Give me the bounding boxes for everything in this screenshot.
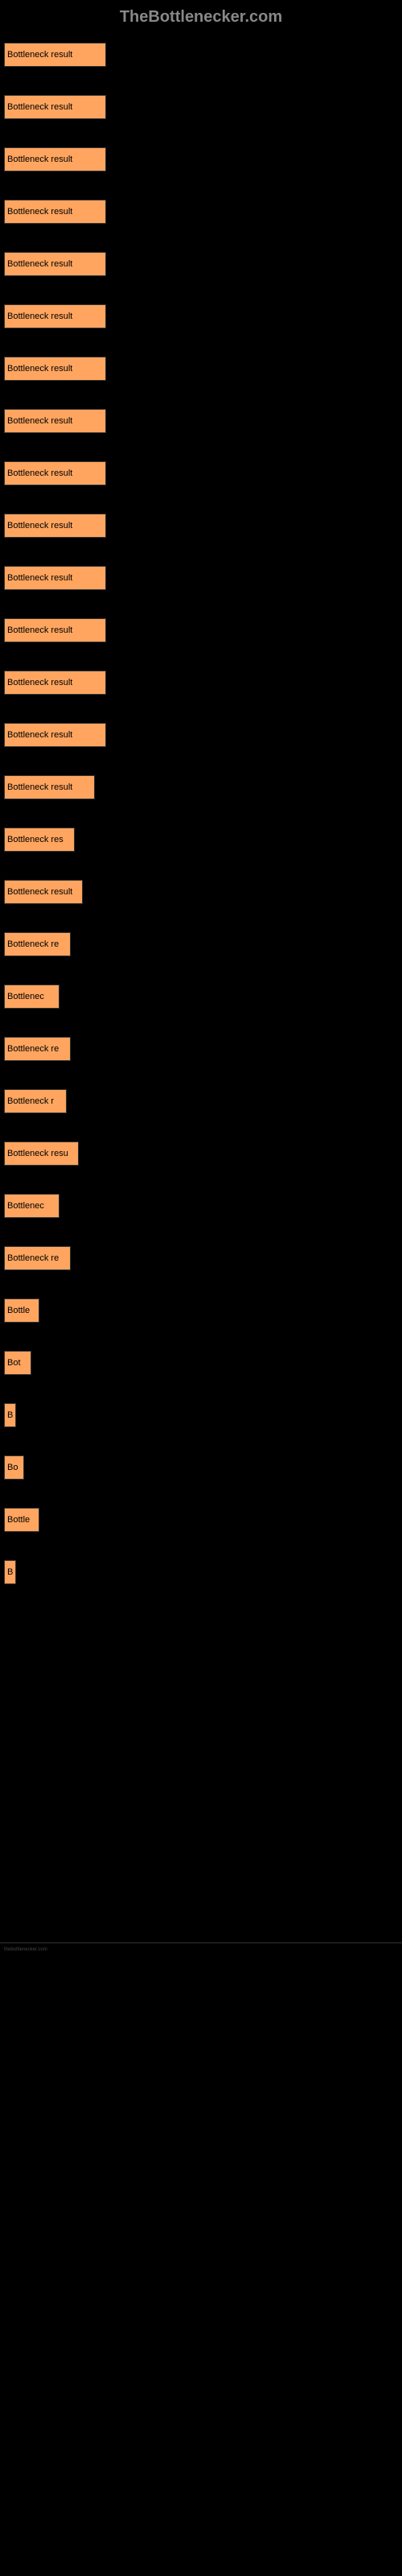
bar-label: Bottleneck result bbox=[7, 573, 72, 583]
bar-label: Bottleneck result bbox=[7, 50, 72, 60]
bar-label: Bottleneck result bbox=[7, 102, 72, 112]
bar-label: Bot bbox=[7, 1358, 21, 1368]
bar-row: Bottleneck result bbox=[4, 252, 398, 276]
bar: Bottleneck result bbox=[4, 671, 106, 695]
bar-label: B bbox=[7, 1410, 13, 1420]
bar: Bottle bbox=[4, 1298, 39, 1323]
bar-row: Bottleneck result bbox=[4, 95, 398, 119]
bar-label: Bottleneck result bbox=[7, 678, 72, 687]
bar-label: Bottleneck re bbox=[7, 1253, 59, 1263]
bar: Bottleneck re bbox=[4, 1037, 71, 1061]
bar: Bottleneck re bbox=[4, 932, 71, 956]
bar-row: Bottleneck result bbox=[4, 880, 398, 904]
bar: Bottleneck result bbox=[4, 514, 106, 538]
bar: Bottleneck result bbox=[4, 880, 83, 904]
bar-label: Bottleneck result bbox=[7, 364, 72, 374]
footer-text: thebottlenecker.com bbox=[0, 1943, 402, 1956]
bar: Bottleneck result bbox=[4, 304, 106, 328]
bar-row: Bo bbox=[4, 1455, 398, 1480]
bar-label: Bottlenec bbox=[7, 992, 44, 1001]
bar: Bottleneck result bbox=[4, 95, 106, 119]
bar: Bottleneck result bbox=[4, 566, 106, 590]
bar-label: Bottleneck re bbox=[7, 939, 59, 949]
bar-label: B bbox=[7, 1567, 13, 1577]
bar-label: Bottleneck result bbox=[7, 730, 72, 740]
bar-row: Bot bbox=[4, 1351, 398, 1375]
bar-row: Bottleneck result bbox=[4, 723, 398, 747]
bar-label: Bottleneck re bbox=[7, 1044, 59, 1054]
bar-row: Bottleneck r bbox=[4, 1089, 398, 1113]
bar-label: Bottleneck result bbox=[7, 155, 72, 164]
bar-label: Bottleneck resu bbox=[7, 1149, 68, 1158]
bar-label: Bottle bbox=[7, 1515, 30, 1525]
bar-row: B bbox=[4, 1560, 398, 1584]
bar: B bbox=[4, 1560, 16, 1584]
bar: Bottleneck res bbox=[4, 828, 75, 852]
bar: Bottlenec bbox=[4, 1194, 59, 1218]
bar-label: Bottleneck result bbox=[7, 625, 72, 635]
site-title: TheBottlenecker.com bbox=[120, 8, 282, 26]
bar: Bottleneck r bbox=[4, 1089, 67, 1113]
bar-row: Bottleneck result bbox=[4, 304, 398, 328]
bar: Bottleneck result bbox=[4, 43, 106, 67]
bar: Bottleneck result bbox=[4, 147, 106, 171]
bar-row: Bottleneck result bbox=[4, 43, 398, 67]
bar-label: Bottleneck result bbox=[7, 521, 72, 530]
bar-row: Bottleneck result bbox=[4, 618, 398, 642]
bar: Bottleneck result bbox=[4, 775, 95, 799]
bar-label: Bottleneck result bbox=[7, 259, 72, 269]
bar-label: Bottleneck result bbox=[7, 207, 72, 217]
bar-label: Bottle bbox=[7, 1306, 30, 1315]
bar-label: Bottleneck result bbox=[7, 469, 72, 478]
bar-row: Bottleneck re bbox=[4, 1246, 398, 1270]
bar-row: Bottlenec bbox=[4, 985, 398, 1009]
site-header: TheBottlenecker.com bbox=[0, 0, 402, 35]
bar: B bbox=[4, 1403, 16, 1427]
bar-label: Bottleneck r bbox=[7, 1096, 54, 1106]
bar: Bottle bbox=[4, 1508, 39, 1532]
bar-row: Bottleneck result bbox=[4, 200, 398, 224]
bar: Bottleneck result bbox=[4, 357, 106, 381]
bar-row: Bottleneck result bbox=[4, 147, 398, 171]
bar-row: Bottleneck res bbox=[4, 828, 398, 852]
bar: Bottleneck result bbox=[4, 618, 106, 642]
bar: Bottleneck re bbox=[4, 1246, 71, 1270]
bar-label: Bottleneck result bbox=[7, 887, 72, 897]
bar: Bottleneck result bbox=[4, 252, 106, 276]
bar-row: Bottleneck result bbox=[4, 566, 398, 590]
bar-label: Bottleneck res bbox=[7, 835, 64, 844]
bar-row: Bottleneck result bbox=[4, 514, 398, 538]
bar: Bottleneck result bbox=[4, 200, 106, 224]
bar-row: Bottleneck re bbox=[4, 1037, 398, 1061]
bar-row: Bottleneck result bbox=[4, 461, 398, 485]
bar: Bottlenec bbox=[4, 985, 59, 1009]
bar-row: Bottleneck result bbox=[4, 357, 398, 381]
bar: Bo bbox=[4, 1455, 24, 1480]
bar: Bot bbox=[4, 1351, 31, 1375]
bar-row: Bottleneck result bbox=[4, 409, 398, 433]
bar-row: B bbox=[4, 1403, 398, 1427]
bar-label: Bo bbox=[7, 1463, 18, 1472]
bar: Bottleneck resu bbox=[4, 1141, 79, 1166]
bar-row: Bottleneck result bbox=[4, 671, 398, 695]
bar-row: Bottlenec bbox=[4, 1194, 398, 1218]
bar-row: Bottleneck result bbox=[4, 775, 398, 799]
bar-row: Bottle bbox=[4, 1298, 398, 1323]
bar-label: Bottlenec bbox=[7, 1201, 44, 1211]
bar-row: Bottle bbox=[4, 1508, 398, 1532]
bar: Bottleneck result bbox=[4, 409, 106, 433]
bar-chart: Bottleneck result Bottleneck result Bottle… bbox=[0, 35, 402, 1620]
bar-label: Bottleneck result bbox=[7, 416, 72, 426]
bar-label: Bottleneck result bbox=[7, 312, 72, 321]
bar-row: Bottleneck resu bbox=[4, 1141, 398, 1166]
bar-row: Bottleneck re bbox=[4, 932, 398, 956]
bar-label: Bottleneck result bbox=[7, 782, 72, 792]
bar: Bottleneck result bbox=[4, 723, 106, 747]
bar: Bottleneck result bbox=[4, 461, 106, 485]
